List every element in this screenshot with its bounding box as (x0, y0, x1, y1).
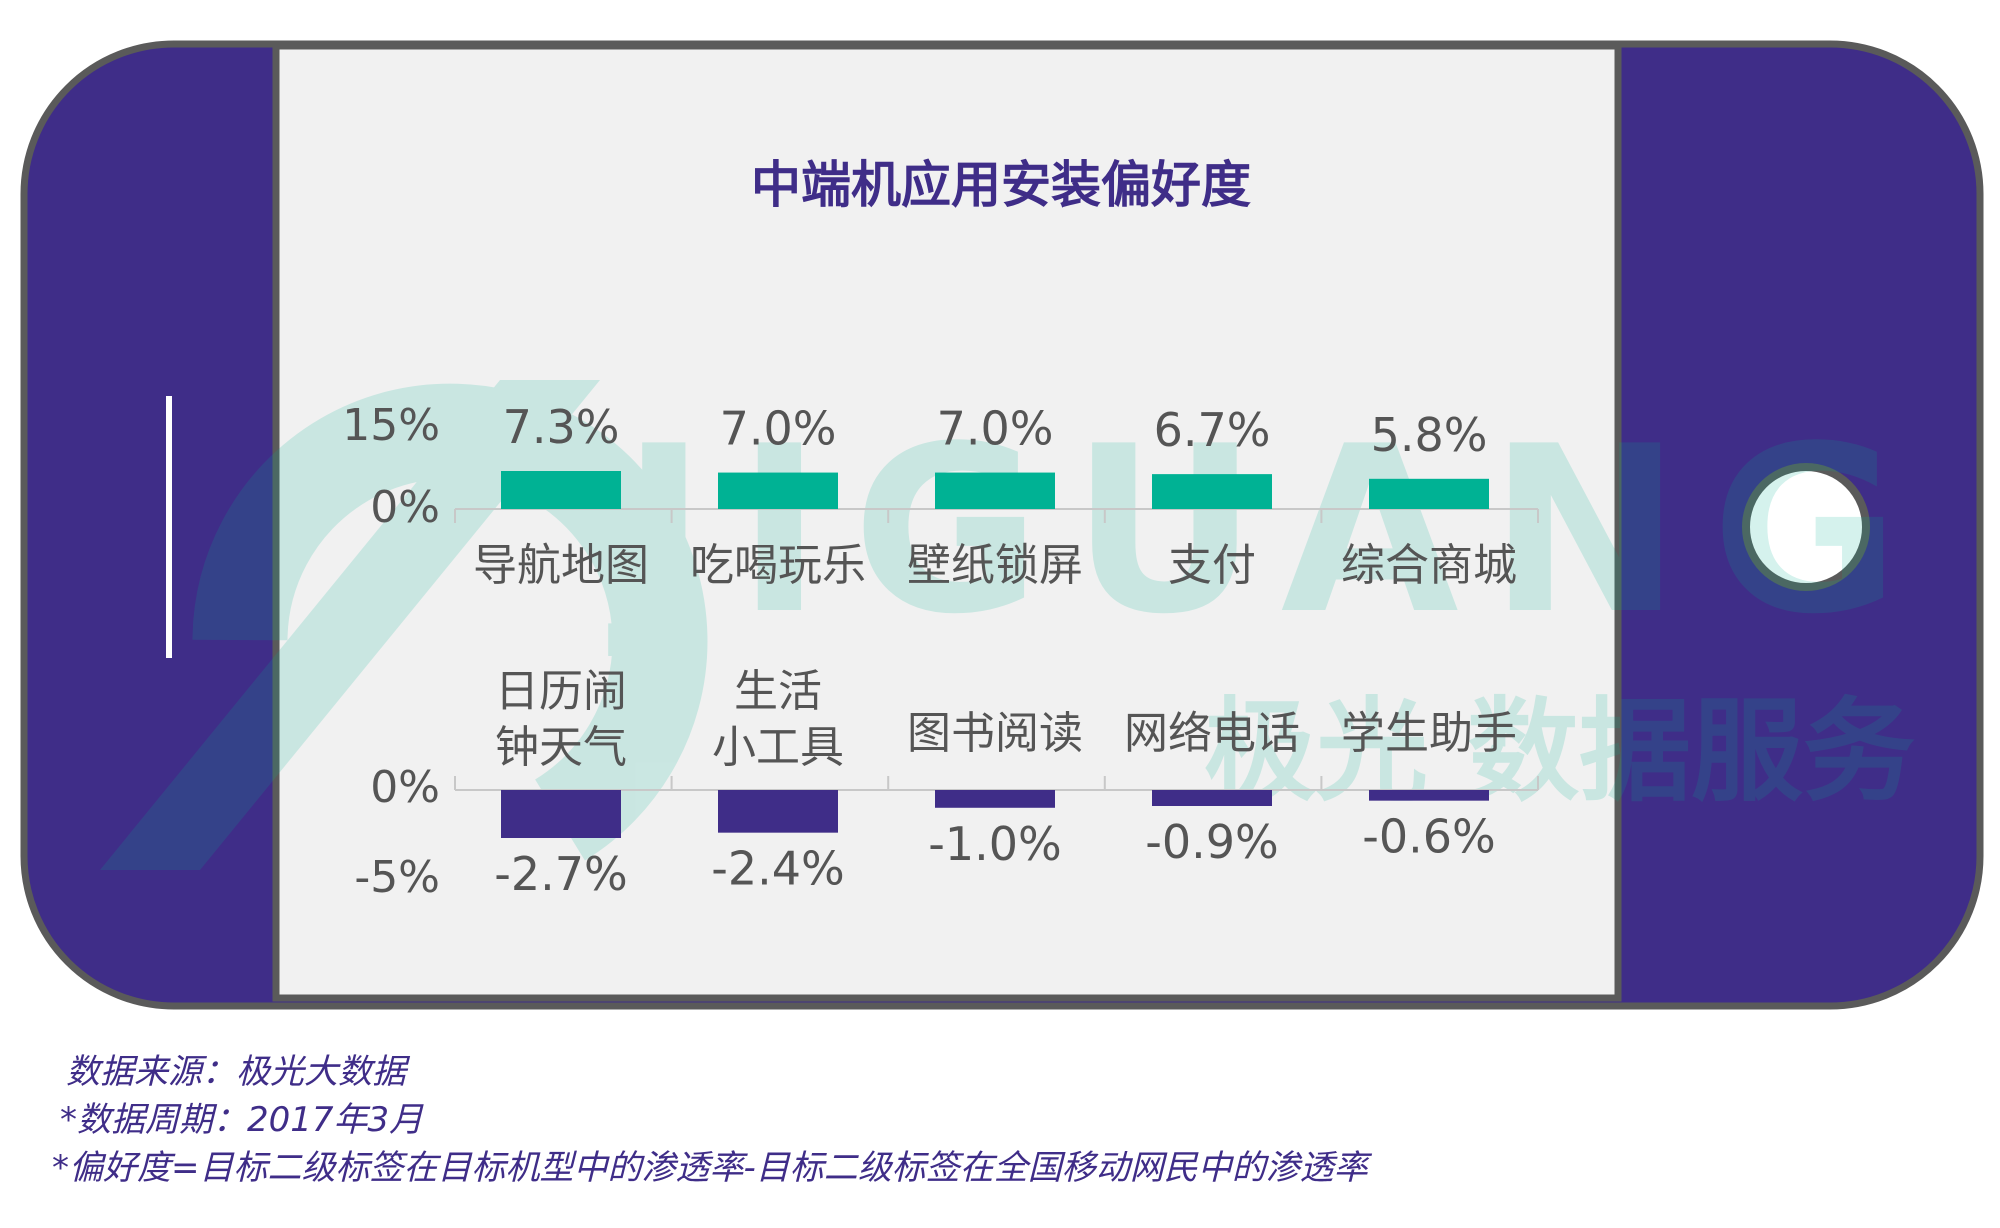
bottom-bar-value-label: -1.0% (928, 817, 1061, 871)
bottom-bar-value-label: -0.9% (1145, 815, 1278, 869)
bottom-bar (501, 790, 621, 838)
bottom-bar (1369, 790, 1489, 801)
top-y-tick-label: 0% (370, 482, 440, 533)
phone-side-slit (166, 396, 172, 658)
bottom-category-label: 图书阅读 (907, 708, 1083, 759)
data-source-note: 数据来源：极光大数据 (66, 1052, 406, 1092)
top-bar (501, 471, 621, 509)
top-bar-value-label: 7.3% (503, 400, 620, 454)
watermark-logo-slash (100, 380, 600, 870)
top-bar (1369, 478, 1489, 509)
chart-title: 中端机应用安装偏好度 (751, 156, 1251, 214)
top-bar-value-label: 5.8% (1371, 408, 1488, 462)
top-category-label: 吃喝玩乐 (690, 540, 866, 591)
watermark-brand: JIGUANG (608, 398, 1930, 665)
watermark: JIGUANG 极光 数据服务 (100, 380, 1930, 870)
bottom-bar (935, 790, 1055, 808)
watermark-logo-shape (192, 383, 708, 861)
bottom-category-label: 日历闹 (495, 666, 627, 717)
home-button (1742, 463, 1870, 591)
bottom-category-label: 钟天气 (495, 722, 627, 773)
data-period-note: *数据周期：2017年3月 (60, 1100, 424, 1140)
bottom-bar (1152, 790, 1272, 806)
bottom-y-tick-label: 0% (370, 762, 440, 813)
top-bar-value-label: 7.0% (720, 402, 837, 456)
bottom-bar-value-label: -0.6% (1362, 810, 1495, 864)
top-bar-value-label: 7.0% (937, 402, 1054, 456)
bottom-bar-value-label: -2.7% (494, 847, 627, 901)
top-category-label: 壁纸锁屏 (907, 540, 1083, 591)
bottom-y-tick-label: -5% (354, 852, 440, 903)
top-bar-chart: 15% 0% 7.3% 导航地图 7.0% 吃喝玩乐 7.0% 壁纸锁屏 6.7% 支付 5.8% 综… (342, 400, 1539, 591)
top-y-tick-label: 15% (342, 400, 440, 451)
top-bar (935, 472, 1055, 509)
top-bar (718, 472, 838, 509)
bottom-category-label: 小工具 (712, 722, 844, 773)
top-category-label: 综合商城 (1341, 540, 1517, 591)
top-bar (1152, 474, 1272, 509)
bottom-bar-value-label: -2.4% (711, 842, 844, 896)
watermark-cn: 极光 数据服务 (1204, 687, 1915, 817)
bottom-category-label: 网络电话 (1124, 708, 1300, 759)
preference-definition-note: *偏好度=目标二级标签在目标机型中的渗透率-目标二级标签在全国移动网民中的渗透率 (52, 1148, 1368, 1188)
bottom-bar (718, 790, 838, 833)
bottom-category-label: 学生助手 (1341, 708, 1517, 759)
phone-screen (272, 42, 1622, 1002)
bottom-category-label: 生活 (734, 666, 822, 717)
top-category-label: 导航地图 (473, 540, 649, 591)
top-category-label: 支付 (1168, 540, 1256, 591)
top-bar-value-label: 6.7% (1154, 403, 1271, 457)
